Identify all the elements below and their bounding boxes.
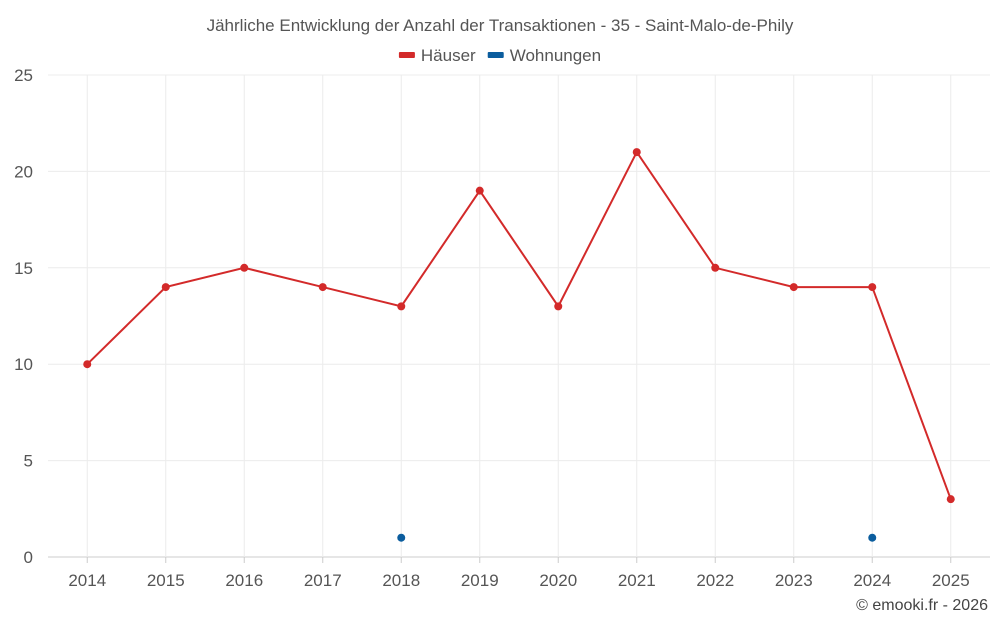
- credit-text: © emooki.fr - 2026: [856, 597, 988, 614]
- data-point[interactable]: [554, 302, 563, 311]
- x-tick-label: 2021: [618, 571, 656, 590]
- x-tick-label: 2016: [225, 571, 263, 590]
- x-tick-label: 2025: [932, 571, 970, 590]
- x-tick-label: 2024: [853, 571, 891, 590]
- data-point[interactable]: [946, 495, 955, 504]
- data-point[interactable]: [868, 533, 877, 542]
- x-tick-label: 2015: [147, 571, 185, 590]
- y-tick-label: 15: [14, 259, 33, 278]
- data-point[interactable]: [397, 302, 406, 311]
- x-tick-label: 2018: [382, 571, 420, 590]
- y-tick-label: 0: [24, 548, 33, 567]
- data-point[interactable]: [161, 283, 170, 292]
- legend-item[interactable]: Häuser: [398, 46, 476, 65]
- data-point[interactable]: [318, 283, 327, 292]
- y-tick-label: 10: [14, 355, 33, 374]
- data-point[interactable]: [397, 533, 406, 542]
- legend: Häuser Wohnungen: [398, 46, 601, 65]
- x-tick-label: 2019: [461, 571, 499, 590]
- data-point[interactable]: [711, 263, 720, 272]
- data-point[interactable]: [868, 283, 877, 292]
- data-point[interactable]: [789, 283, 798, 292]
- data-point[interactable]: [83, 360, 92, 369]
- x-tick-label: 2020: [539, 571, 577, 590]
- legend-swatch: [398, 52, 415, 58]
- legend-label: Häuser: [421, 46, 476, 65]
- y-axis: 0 5 10 15 20 25: [14, 66, 33, 567]
- y-tick-label: 20: [14, 162, 33, 181]
- grid: [48, 74, 990, 558]
- legend-item[interactable]: Wohnungen: [487, 46, 601, 65]
- x-tick-label: 2014: [68, 571, 106, 590]
- series-line-0: [86, 150, 952, 500]
- legend-swatch: [487, 52, 504, 58]
- x-tick-label: 2023: [775, 571, 813, 590]
- y-tick-label: 5: [24, 452, 33, 471]
- data-point[interactable]: [475, 186, 484, 195]
- chart-title: Jährliche Entwicklung der Anzahl der Tra…: [207, 16, 794, 35]
- y-tick-label: 25: [14, 66, 33, 85]
- x-tick-label: 2022: [696, 571, 734, 590]
- plot-area: [83, 148, 955, 542]
- data-point[interactable]: [632, 148, 641, 157]
- data-point[interactable]: [240, 263, 249, 272]
- x-tick-label: 2017: [304, 571, 342, 590]
- x-axis: 2014 2015 2016 2017 2018 2019 2020 2021 2022 2023…: [68, 557, 970, 590]
- legend-label: Wohnungen: [510, 46, 601, 65]
